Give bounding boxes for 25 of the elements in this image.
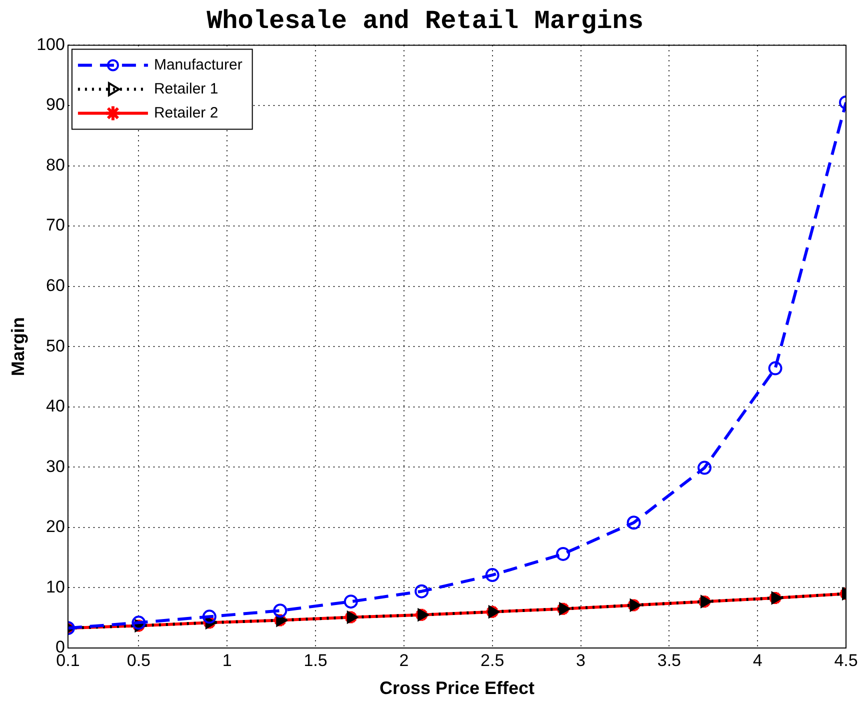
- y-tick-label: 100: [36, 34, 65, 54]
- chart-title: Wholesale and Retail Margins: [206, 6, 644, 36]
- y-tick-label: 20: [46, 517, 65, 536]
- legend-label: Retailer 1: [154, 80, 218, 98]
- y-tick-label: 80: [46, 155, 65, 174]
- y-tick-label: 70: [46, 216, 65, 235]
- x-tick-label: 4: [752, 650, 762, 670]
- x-tick-label: 2: [399, 650, 409, 670]
- x-axis-title: Cross Price Effect: [379, 678, 535, 698]
- y-tick-label: 50: [46, 336, 65, 356]
- x-tick-label: 1: [222, 650, 232, 670]
- x-tick-label: 2.5: [480, 650, 504, 670]
- x-tick-label: 4.5: [834, 650, 858, 670]
- y-tick-label: 10: [46, 577, 65, 596]
- x-tick-label: 0.5: [126, 650, 151, 670]
- y-tick-label: 30: [46, 456, 65, 476]
- legend-label: Retailer 2: [154, 104, 218, 122]
- y-tick-label: 40: [46, 396, 65, 416]
- y-tick-label: 90: [46, 95, 65, 114]
- x-tick-label: 3.5: [657, 650, 681, 670]
- legend-label: Manufacturer: [154, 56, 242, 74]
- y-tick-label: 60: [46, 276, 65, 296]
- y-axis-title: Margin: [8, 317, 28, 376]
- x-tick-label: 3: [576, 650, 586, 670]
- x-tick-label: 1.5: [304, 650, 328, 670]
